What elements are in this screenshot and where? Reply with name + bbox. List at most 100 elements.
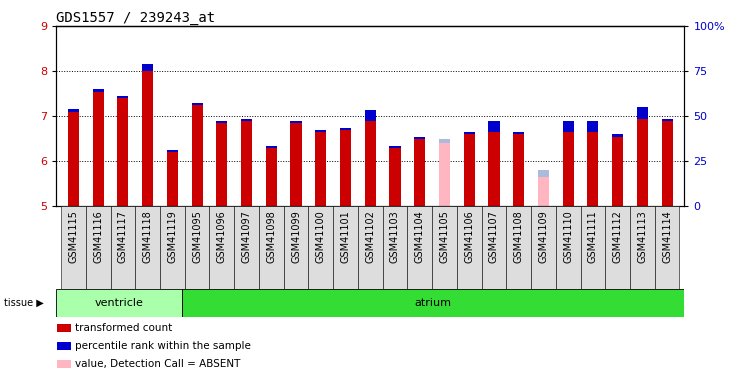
Text: GSM41116: GSM41116 <box>94 210 103 263</box>
Bar <box>390 146 401 148</box>
Bar <box>605 206 630 289</box>
Bar <box>58 324 71 332</box>
Text: GSM41111: GSM41111 <box>588 210 598 263</box>
Bar <box>266 148 277 206</box>
Bar <box>580 206 605 289</box>
Text: GSM41105: GSM41105 <box>440 210 450 263</box>
Bar <box>191 103 203 105</box>
Bar <box>56 289 182 317</box>
Bar <box>58 342 71 350</box>
Bar <box>290 123 301 206</box>
Bar <box>661 118 672 121</box>
Bar <box>283 206 308 289</box>
Bar <box>117 96 129 98</box>
Text: GSM41097: GSM41097 <box>242 210 251 263</box>
Text: GSM41101: GSM41101 <box>340 210 351 263</box>
Bar <box>587 132 598 206</box>
Bar <box>160 206 185 289</box>
Text: GSM41109: GSM41109 <box>539 210 548 263</box>
Bar <box>637 118 648 206</box>
Bar <box>315 132 326 206</box>
Bar <box>216 123 227 206</box>
Bar <box>587 121 598 132</box>
Bar <box>167 152 178 206</box>
Bar <box>68 112 79 206</box>
Bar <box>562 121 574 132</box>
Text: GSM41100: GSM41100 <box>316 210 326 263</box>
Bar <box>241 118 252 121</box>
Text: GSM41119: GSM41119 <box>168 210 177 263</box>
Bar <box>439 139 450 143</box>
Bar <box>142 64 153 71</box>
Bar <box>111 206 135 289</box>
Bar <box>340 128 351 130</box>
Bar <box>142 71 153 206</box>
Text: GSM41115: GSM41115 <box>68 210 79 263</box>
Bar <box>488 121 500 132</box>
Bar <box>241 121 252 206</box>
Bar <box>266 146 277 148</box>
Text: transformed count: transformed count <box>75 323 172 333</box>
Bar <box>414 136 426 139</box>
Text: GSM41112: GSM41112 <box>613 210 622 263</box>
Bar <box>457 206 482 289</box>
Bar <box>383 206 408 289</box>
Bar <box>414 139 426 206</box>
Text: GSM41096: GSM41096 <box>217 210 227 263</box>
Bar <box>167 150 178 152</box>
Bar <box>117 98 129 206</box>
Bar <box>390 148 401 206</box>
Bar <box>308 206 333 289</box>
Bar <box>86 206 111 289</box>
Text: value, Detection Call = ABSENT: value, Detection Call = ABSENT <box>75 359 240 369</box>
Bar <box>234 206 259 289</box>
Bar <box>135 206 160 289</box>
Bar <box>654 206 679 289</box>
Bar <box>315 130 326 132</box>
Bar <box>637 107 648 118</box>
Text: GSM41118: GSM41118 <box>143 210 153 263</box>
Bar <box>556 206 580 289</box>
Bar <box>68 110 79 112</box>
Text: GSM41110: GSM41110 <box>563 210 573 263</box>
Text: GSM41113: GSM41113 <box>637 210 647 263</box>
Bar <box>488 132 500 206</box>
Bar <box>464 134 475 206</box>
Text: GSM41098: GSM41098 <box>266 210 276 263</box>
Text: GSM41107: GSM41107 <box>489 210 499 263</box>
Bar <box>531 206 556 289</box>
Bar <box>432 206 457 289</box>
Bar <box>630 206 654 289</box>
Bar <box>365 121 375 206</box>
Bar <box>506 206 531 289</box>
Bar <box>513 132 524 134</box>
Bar <box>612 136 623 206</box>
Bar <box>340 130 351 206</box>
Bar <box>209 206 234 289</box>
Bar <box>333 206 358 289</box>
Bar <box>482 206 506 289</box>
Bar <box>661 121 672 206</box>
Text: GSM41108: GSM41108 <box>514 210 524 263</box>
Bar <box>191 105 203 206</box>
Bar <box>612 134 623 136</box>
Bar <box>216 121 227 123</box>
Bar <box>259 206 283 289</box>
Bar <box>513 134 524 206</box>
Bar <box>439 139 450 206</box>
Bar <box>562 132 574 206</box>
Text: GSM41104: GSM41104 <box>414 210 425 263</box>
Bar <box>182 289 684 317</box>
Bar <box>61 206 86 289</box>
Bar <box>538 170 549 177</box>
Bar <box>93 92 104 206</box>
Text: percentile rank within the sample: percentile rank within the sample <box>75 341 251 351</box>
Text: atrium: atrium <box>414 298 452 308</box>
Bar <box>358 206 383 289</box>
Text: GSM41106: GSM41106 <box>465 210 474 263</box>
Bar <box>464 132 475 134</box>
Bar <box>538 177 549 206</box>
Bar <box>365 110 375 121</box>
Text: GDS1557 / 239243_at: GDS1557 / 239243_at <box>56 11 215 25</box>
Bar <box>408 206 432 289</box>
